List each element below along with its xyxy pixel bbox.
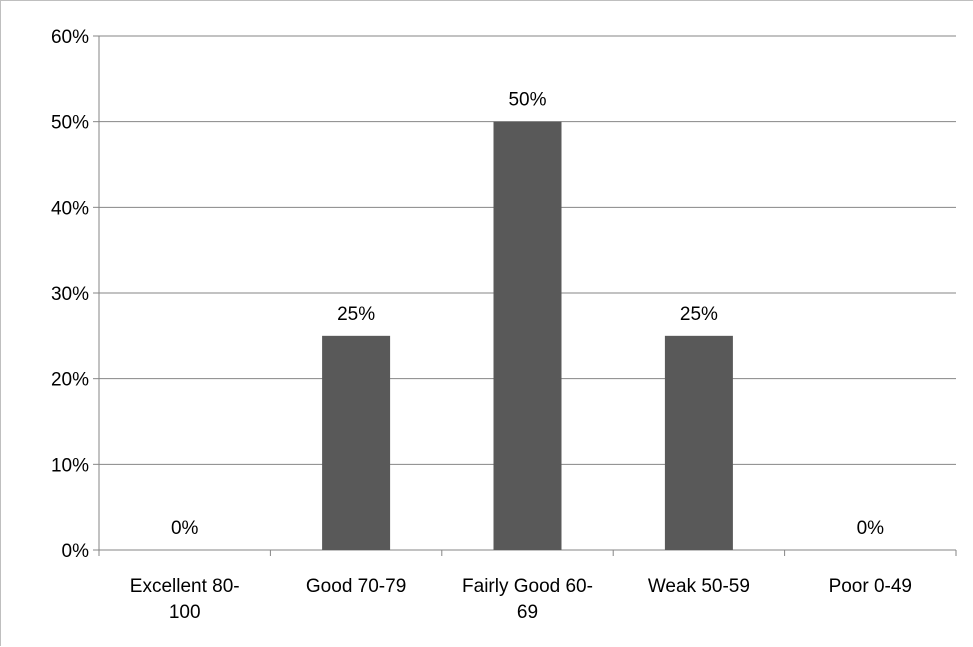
y-tick-label: 0% — [62, 541, 90, 562]
y-tick-label: 40% — [51, 198, 89, 219]
data-label: 50% — [508, 90, 546, 111]
y-tick-labels: 0% 10% 20% 30% 40% 50% 60% — [51, 27, 89, 562]
x-tick-label: 69 — [517, 602, 538, 623]
x-tick-label: Good 70-79 — [306, 576, 406, 597]
bars — [322, 121, 733, 551]
data-label: 25% — [680, 304, 718, 325]
x-tick-label: Weak 50-59 — [648, 576, 750, 597]
data-labels: 0% 25% 50% 25% 0% — [171, 90, 884, 539]
x-tick-label: Excellent 80- — [130, 576, 240, 597]
y-tick-label: 60% — [51, 27, 89, 48]
bar — [493, 121, 562, 551]
x-tick-label: Fairly Good 60- — [462, 576, 593, 597]
x-tick-label: Poor 0-49 — [829, 576, 912, 597]
bar — [322, 335, 391, 550]
y-tick-label: 20% — [51, 370, 89, 391]
y-tick-label: 30% — [51, 284, 89, 305]
data-label: 0% — [857, 518, 885, 539]
x-tick-labels: Excellent 80- 100 Good 70-79 Fairly Good 60… — [130, 576, 912, 623]
bar — [664, 335, 733, 550]
y-tick-label: 50% — [51, 113, 89, 134]
y-tick-label: 10% — [51, 455, 89, 476]
data-label: 0% — [171, 518, 199, 539]
data-label: 25% — [337, 304, 375, 325]
x-tick-label: 100 — [169, 602, 201, 623]
